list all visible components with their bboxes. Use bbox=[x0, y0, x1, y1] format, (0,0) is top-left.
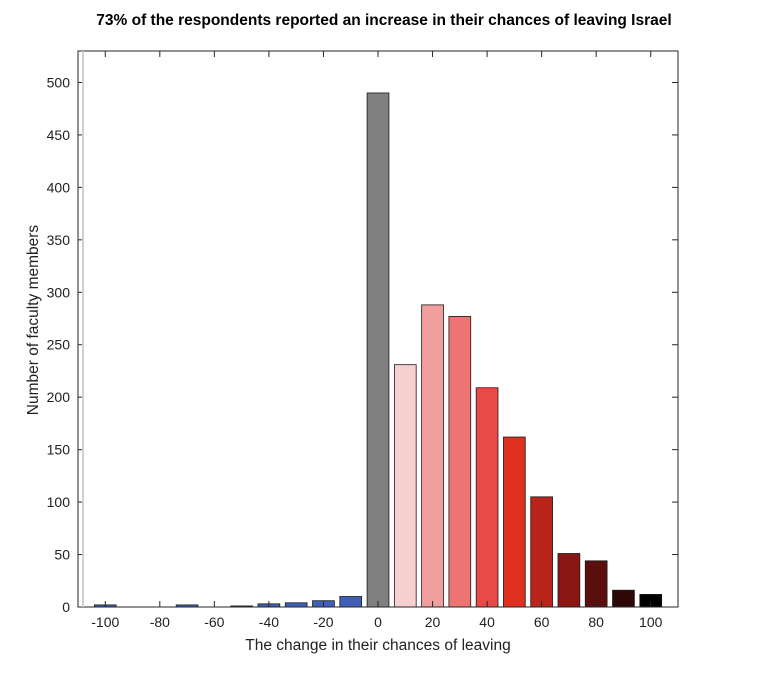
bar-80 bbox=[584, 560, 608, 608]
y-tick-label: 250 bbox=[47, 337, 71, 353]
bar-90 bbox=[612, 589, 635, 608]
y-tick-label: 200 bbox=[47, 389, 71, 405]
bar-60 bbox=[530, 496, 553, 608]
y-tick-label: 400 bbox=[47, 179, 71, 195]
bar--30 bbox=[284, 602, 308, 608]
chart-title: 73% of the respondents reported an incre… bbox=[96, 12, 671, 29]
x-tick-label: -100 bbox=[91, 614, 119, 630]
x-tick-label: -40 bbox=[259, 614, 279, 630]
bar-0 bbox=[366, 92, 390, 608]
bar-40 bbox=[475, 387, 499, 608]
x-tick-label: -80 bbox=[150, 614, 170, 630]
y-tick-label: 500 bbox=[47, 74, 71, 90]
bar-70 bbox=[557, 553, 581, 608]
y-tick-label: 300 bbox=[47, 284, 71, 300]
x-tick-label: 20 bbox=[425, 614, 441, 630]
x-axis-label: The change in their chances of leaving bbox=[245, 637, 510, 654]
bar-10 bbox=[393, 364, 417, 608]
y-tick-label: 150 bbox=[47, 442, 71, 458]
bar--10 bbox=[339, 596, 363, 608]
bars bbox=[93, 92, 663, 608]
x-tick-label: 0 bbox=[374, 614, 382, 630]
plot-frame bbox=[77, 50, 679, 608]
x-tick-label: 60 bbox=[534, 614, 550, 630]
bar-50 bbox=[503, 436, 526, 608]
x-tick-label: 100 bbox=[639, 614, 663, 630]
x-tick-label: 40 bbox=[479, 614, 495, 630]
y-axis-label: Number of faculty members bbox=[25, 225, 42, 416]
bar-30 bbox=[448, 316, 472, 608]
y-tick-label: 100 bbox=[47, 494, 71, 510]
y-tick-label: 350 bbox=[47, 232, 71, 248]
y-tick-label: 50 bbox=[54, 547, 70, 563]
bar-20 bbox=[421, 304, 444, 608]
x-tick-label: -60 bbox=[204, 614, 224, 630]
x-tick-label: 80 bbox=[588, 614, 604, 630]
x-tick-label: -20 bbox=[313, 614, 333, 630]
y-tick-label: 0 bbox=[62, 599, 70, 615]
y-tick-label: 450 bbox=[47, 127, 71, 143]
